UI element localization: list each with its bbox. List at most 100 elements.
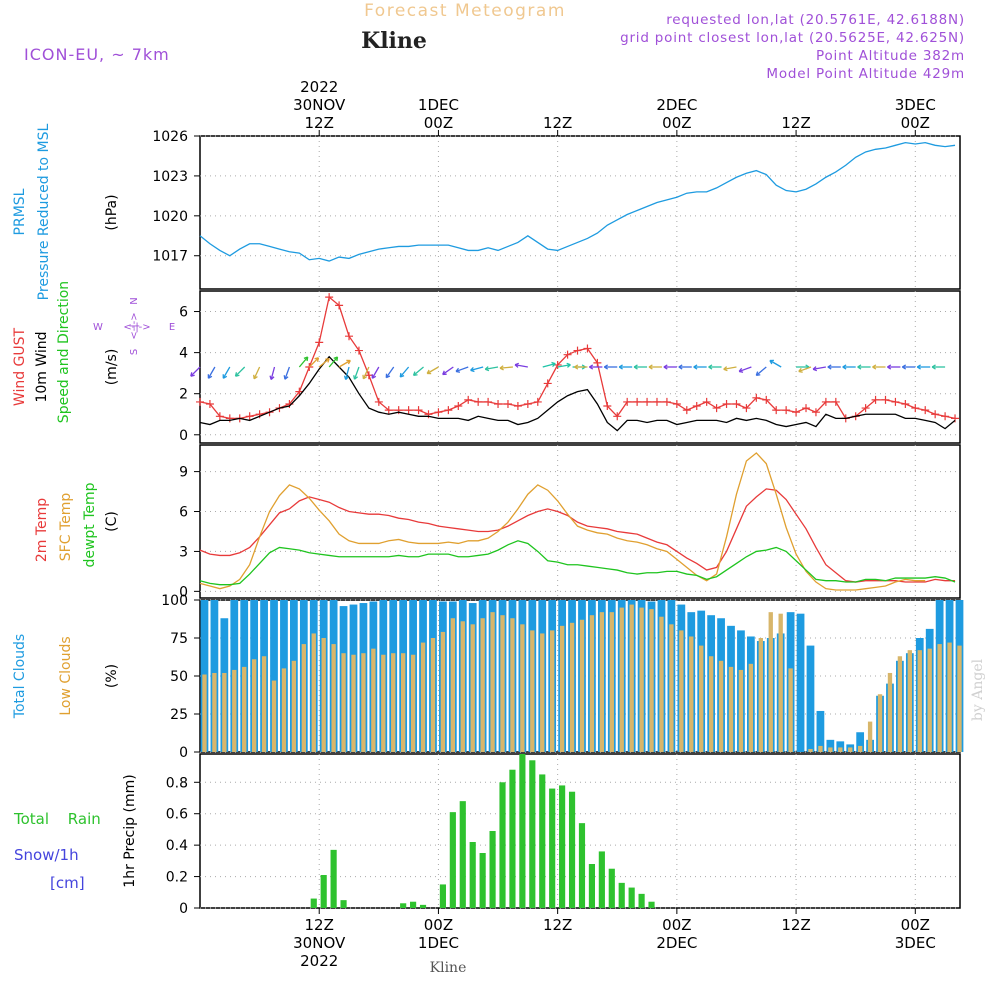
total-cloud-bar [836, 741, 845, 752]
total-cloud-bar [856, 732, 865, 752]
gust-marker [802, 404, 811, 413]
pressure-frame [199, 135, 961, 290]
temp-2m-line [199, 488, 956, 583]
compass-ns-arrow: <-|-> [129, 312, 140, 339]
wind-direction-arrow [499, 366, 513, 369]
gust-marker [772, 406, 781, 415]
low-cloud-bar [202, 674, 207, 752]
bottom-time-label: 1DEC [418, 934, 459, 952]
temperature-ytick-label: 9 [179, 465, 188, 481]
low-cloud-bar [778, 613, 783, 752]
gust-marker [543, 379, 552, 388]
wind-direction-arrowhead [551, 361, 556, 367]
gust-marker [692, 402, 701, 411]
gust-marker [593, 358, 602, 367]
gust-marker [404, 406, 413, 415]
clouds-ytick-label: 100 [161, 593, 188, 609]
low-cloud-bar [768, 612, 773, 752]
gust-marker [811, 408, 820, 417]
gust-marker [364, 371, 373, 380]
low-cloud-bar [410, 654, 416, 752]
temperature-ytick-label: 6 [179, 505, 188, 521]
wind-direction-arrowhead [470, 367, 475, 373]
low-cloud-bar [738, 669, 744, 752]
low-cloud-bar [510, 618, 515, 752]
gust-marker [752, 393, 761, 402]
wind-direction-arrow [542, 363, 556, 368]
low-cloud-bar [371, 648, 376, 752]
low-cloud-bar [639, 607, 644, 752]
precip-panel: 0 0.2 0.4 0.6 0.8 1hr Precip (mm) Total Rain Sn… [13, 753, 961, 917]
low-cloud-bar [331, 644, 336, 752]
wind-direction-arrowhead [708, 364, 713, 370]
rain-bar [489, 831, 496, 908]
low-cloud-bar [748, 663, 754, 752]
wind-direction-arrowhead [346, 359, 351, 365]
wind-direction-arrowhead [693, 364, 698, 370]
wind-direction-arrow [190, 366, 201, 377]
gust-marker [861, 404, 870, 413]
low-cloud-bar [470, 624, 475, 752]
low-cloud-bar [540, 633, 545, 752]
wind-direction-arrowhead [269, 375, 275, 381]
gust-marker [722, 399, 731, 408]
temperature-ytick-label: 0 [179, 584, 188, 600]
low-cloud-bar [619, 607, 624, 752]
gust-marker [354, 346, 363, 355]
wind-direction-arrowhead [842, 364, 847, 370]
wind-direction-arrowhead [574, 364, 579, 370]
pressure-ylabel: (hPa) [104, 194, 120, 230]
top-time-label: 3DEC [895, 96, 936, 114]
wind-direction-arrow [207, 366, 216, 379]
wind-direction-arrow [270, 366, 276, 380]
bottom-time-label: 12Z [781, 916, 810, 934]
wind-direction-arrow [298, 356, 309, 368]
wind-direction-arrowhead [901, 364, 907, 370]
wind-direction-arrowhead [589, 364, 594, 370]
low-cloud-bar [212, 672, 217, 752]
gust-marker [315, 338, 324, 347]
precip-ylabel: 1hr Precip (mm) [122, 774, 138, 887]
bottom-time-label: 00Z [662, 916, 691, 934]
gust-marker [821, 397, 830, 406]
wind-direction-arrowhead [484, 366, 490, 372]
wind-direction-arrowhead [857, 364, 862, 370]
wind-ylabel: (m/s) [104, 349, 120, 386]
low-cloud-bar [251, 659, 257, 752]
wind-direction-arrowhead [353, 375, 359, 380]
gust-marker [573, 346, 582, 355]
total-cloud-bar [270, 600, 278, 752]
rain-bar [479, 853, 486, 908]
wind-direction-arrowhead [633, 364, 638, 370]
gust-marker [613, 412, 622, 421]
gust-marker [305, 363, 314, 371]
rain-bar [400, 903, 407, 908]
wind-direction-arrowhead [325, 358, 330, 363]
wind-direction-arrow [235, 366, 246, 377]
wind-direction-arrowhead [798, 367, 803, 373]
gust-marker [523, 399, 532, 408]
low-cloud-bar [679, 630, 684, 752]
low-cloud-bar [559, 625, 565, 752]
gust-marker [881, 395, 890, 404]
compass-east: E [169, 322, 175, 333]
wind-direction-arrowhead [283, 375, 289, 380]
bottom-time-label: 12Z [543, 916, 572, 934]
precip-ytick-label: 0.8 [166, 775, 188, 791]
gust-marker [474, 397, 483, 406]
gust-marker [871, 395, 880, 404]
low-cloud-bar [957, 645, 962, 752]
low-cloud-bar [242, 666, 247, 752]
rain-bar [439, 884, 446, 908]
low-cloud-bar [629, 604, 634, 752]
top-time-label: 00Z [424, 114, 453, 132]
wind-ytick-label: 2 [179, 387, 188, 403]
low-cloud-bar [937, 644, 942, 752]
rain-bar [419, 904, 427, 908]
top-time-label: 12Z [305, 114, 334, 132]
wind-direction-arrow [353, 366, 360, 380]
gust-marker [682, 406, 691, 415]
low-cloud-bar [758, 638, 763, 752]
bottom-time-label: 12Z [305, 916, 334, 934]
wind-direction-arrow [514, 364, 528, 368]
